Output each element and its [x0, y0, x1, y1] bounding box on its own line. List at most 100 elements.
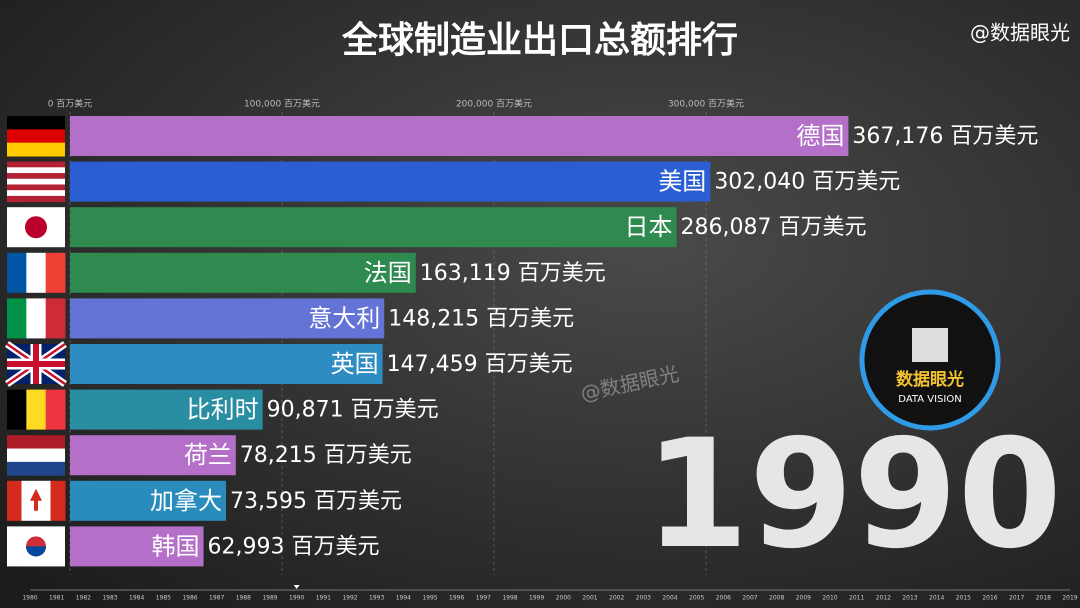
- bar: [70, 207, 677, 248]
- timeline-label: 1988: [236, 595, 251, 602]
- flag: [7, 252, 66, 293]
- flag-stripe: [7, 178, 65, 185]
- timeline-label: 1989: [262, 595, 277, 602]
- category-label: 意大利: [308, 304, 380, 332]
- value-label: 148,215 百万美元: [388, 306, 574, 331]
- timeline-label: 2010: [822, 595, 837, 602]
- timeline-label: 1981: [49, 595, 64, 602]
- category-label: 日本: [625, 213, 673, 241]
- bar: [70, 389, 263, 430]
- value-label: 286,087 百万美元: [681, 215, 867, 240]
- bar: [70, 161, 711, 202]
- flag-stripe: [7, 116, 65, 130]
- year: 1990: [645, 408, 1062, 582]
- timeline-label: 2017: [1009, 595, 1024, 602]
- flag-stripe: [7, 435, 65, 450]
- value-label: 367,176 百万美元: [852, 124, 1038, 149]
- flag-stripe: [45, 298, 66, 339]
- timeline-label: 1999: [529, 595, 544, 602]
- flag-stripe: [45, 389, 66, 430]
- timeline-label: 1994: [396, 595, 411, 602]
- flag-stripe: [50, 480, 66, 521]
- bar: [70, 480, 227, 521]
- timeline-label: 1995: [422, 595, 437, 602]
- category-label: 韩国: [152, 532, 200, 560]
- timeline-label: 1985: [156, 595, 171, 602]
- flag: [7, 526, 65, 567]
- x-tick-label: 200,000 百万美元: [456, 98, 532, 110]
- timeline-label: 2014: [929, 595, 944, 602]
- value-label: 73,595 百万美元: [230, 489, 402, 514]
- timeline-label: 1986: [182, 595, 197, 602]
- flag-stripe: [7, 389, 27, 430]
- timeline-label: 2006: [716, 595, 731, 602]
- flag-leaf: [30, 488, 42, 511]
- flag-stripe: [7, 142, 65, 157]
- timeline-label: 2015: [956, 595, 971, 602]
- flag-stripe: [7, 480, 22, 521]
- timeline-label: 1983: [102, 595, 117, 602]
- timeline-label: 2011: [849, 595, 864, 602]
- logo-subtitle: DATA VISION: [898, 394, 961, 405]
- watermark: @数据眼光: [970, 21, 1070, 45]
- flag-stripe: [7, 252, 27, 293]
- category-label: 加拿大: [150, 487, 222, 515]
- x-tick-label: 0 百万美元: [48, 98, 93, 110]
- flag-stripe: [7, 173, 65, 180]
- timeline-label: 2013: [902, 595, 917, 602]
- flag-stripe: [7, 184, 65, 191]
- flag: [5, 341, 67, 387]
- flag-disc: [25, 216, 47, 239]
- x-tick-label: 300,000 百万美元: [668, 98, 744, 110]
- flag-stripe: [7, 129, 65, 144]
- flag: [7, 207, 65, 248]
- timeline-label: 1984: [129, 595, 144, 602]
- category-label: 荷兰: [184, 441, 232, 469]
- timeline-label: 1990: [289, 595, 304, 602]
- category-label: 美国: [658, 168, 706, 196]
- flag: [7, 161, 65, 203]
- timeline-label: 2009: [796, 595, 811, 602]
- flag-stripe: [26, 252, 47, 293]
- timeline-label: 1996: [449, 595, 464, 602]
- flag-stripe: [7, 161, 65, 168]
- timeline-label: 1997: [476, 595, 491, 602]
- bar: [70, 252, 416, 293]
- timeline-label: 2002: [609, 595, 624, 602]
- timeline-label: 2000: [556, 595, 571, 602]
- flag: [7, 389, 66, 430]
- flag-stripe: [7, 195, 65, 203]
- flag: [7, 435, 65, 476]
- value-label: 90,871 百万美元: [267, 398, 439, 423]
- flag-disc: [26, 546, 46, 557]
- timeline-label: 2019: [1062, 595, 1077, 602]
- flag: [7, 480, 66, 521]
- timeline-label: 2012: [876, 595, 891, 602]
- timeline-label: 1991: [316, 595, 331, 602]
- value-label: 302,040 百万美元: [714, 170, 900, 195]
- value-label: 78,215 百万美元: [240, 443, 412, 468]
- logo: 数据眼光 DATA VISION: [859, 289, 1001, 431]
- flag-stripe: [45, 252, 66, 293]
- logo-cube: [912, 328, 948, 362]
- flag: [7, 298, 66, 339]
- flag-cross: [7, 344, 65, 384]
- bar: [70, 344, 383, 384]
- timeline-label: 1992: [342, 595, 357, 602]
- timeline-label: 1980: [22, 595, 37, 602]
- category-label: 英国: [331, 350, 379, 378]
- bar: [70, 435, 236, 476]
- category-label: 法国: [364, 259, 412, 287]
- timeline-label: 1987: [209, 595, 224, 602]
- timeline-label: 2016: [982, 595, 997, 602]
- flag-stripe: [7, 461, 65, 476]
- timeline-label: 1998: [502, 595, 517, 602]
- flag-stripe: [7, 190, 65, 197]
- timeline-label: 2004: [662, 595, 677, 602]
- flag-stripe: [26, 389, 47, 430]
- logo-name: 数据眼光: [896, 369, 964, 390]
- timeline-label: 2003: [636, 595, 651, 602]
- timeline-label: 2001: [582, 595, 597, 602]
- flag-stripe: [26, 298, 47, 339]
